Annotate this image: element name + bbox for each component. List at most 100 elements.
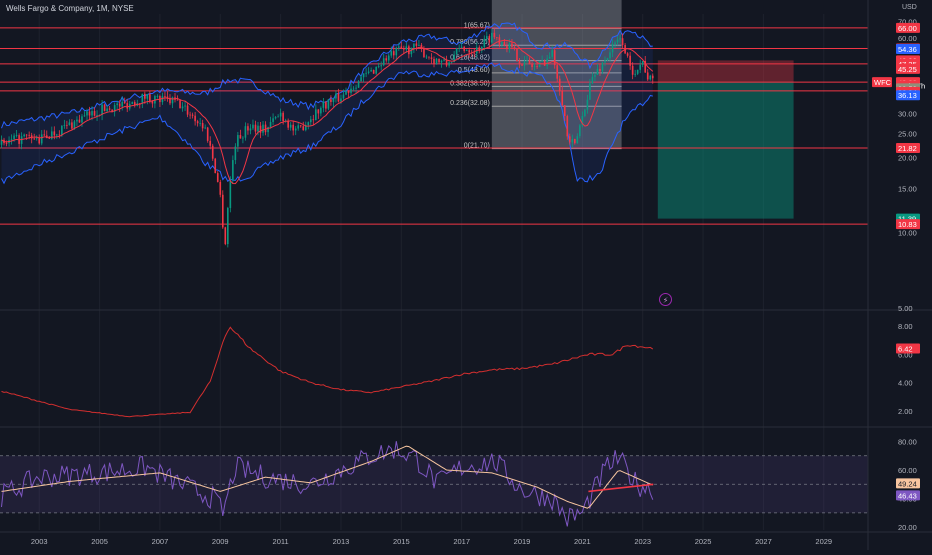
candle-body bbox=[146, 94, 149, 99]
fib-level-label: 0.236(32.08) bbox=[450, 100, 490, 107]
candle-body bbox=[63, 124, 66, 126]
candle-body bbox=[232, 160, 234, 181]
candle-body bbox=[252, 124, 254, 129]
candle-body bbox=[496, 37, 498, 39]
chart-title: Wells Fargo & Company, 1M, NYSE bbox=[6, 4, 134, 13]
candle-body bbox=[428, 56, 430, 58]
candle-body bbox=[138, 103, 141, 104]
candle-body bbox=[418, 44, 420, 46]
candle-body bbox=[309, 119, 312, 123]
candle-body bbox=[179, 100, 181, 109]
candle-body bbox=[91, 111, 93, 116]
candle-body bbox=[53, 131, 56, 136]
x-tick-label: 2021 bbox=[574, 537, 591, 546]
candle-body bbox=[330, 99, 332, 102]
candle-body bbox=[287, 120, 289, 128]
lightning-icon[interactable]: ⚡ bbox=[659, 293, 672, 306]
rsi-tick-label: 60.00 bbox=[898, 466, 917, 475]
rsi-value-badge bbox=[896, 490, 920, 501]
candle-body bbox=[563, 105, 566, 117]
candle-body bbox=[50, 131, 53, 139]
candle-body bbox=[639, 64, 642, 70]
price-tick-label: 30.00 bbox=[898, 109, 917, 118]
candle-body bbox=[101, 104, 103, 115]
candle-body bbox=[614, 42, 616, 45]
x-tick-label: 2015 bbox=[393, 537, 410, 546]
candle-body bbox=[325, 101, 327, 109]
candle-body bbox=[0, 139, 3, 145]
candle-body bbox=[262, 124, 264, 133]
candle-body bbox=[35, 137, 38, 139]
x-tick-label: 2005 bbox=[91, 537, 108, 546]
bollinger-upper-band bbox=[1, 22, 653, 129]
x-tick-label: 2027 bbox=[755, 537, 772, 546]
candle-body bbox=[548, 56, 551, 59]
candle-body bbox=[513, 47, 516, 49]
candle-body bbox=[574, 138, 576, 144]
candle-body bbox=[362, 73, 365, 78]
candle-body bbox=[322, 101, 325, 108]
candle-body bbox=[332, 98, 335, 102]
candle-body bbox=[350, 88, 352, 93]
candle-body bbox=[66, 124, 68, 126]
rsi-tick-label: 80.00 bbox=[898, 437, 917, 446]
candle-body bbox=[340, 98, 342, 102]
candle-body bbox=[626, 53, 629, 56]
candle-body bbox=[410, 47, 413, 55]
candle-body bbox=[641, 61, 644, 65]
candle-body bbox=[606, 58, 609, 61]
x-tick-label: 2017 bbox=[453, 537, 470, 546]
candle-body bbox=[556, 65, 559, 79]
candle-body bbox=[234, 146, 237, 161]
fib-level-label: 0(21.70) bbox=[464, 143, 490, 150]
candle-body bbox=[430, 57, 433, 59]
candle-body bbox=[526, 60, 528, 62]
rsi-ma-badge-text: 49.24 bbox=[898, 479, 917, 488]
candle-body bbox=[521, 64, 523, 66]
candle-body bbox=[546, 58, 548, 66]
candle-body bbox=[312, 119, 315, 121]
candle-body bbox=[113, 105, 116, 112]
candle-body bbox=[264, 124, 267, 133]
candle-body bbox=[347, 91, 350, 93]
candle-body bbox=[440, 60, 443, 63]
candle-body bbox=[25, 134, 28, 136]
x-tick-label: 2019 bbox=[514, 537, 531, 546]
indicator-tick-label: 2.00 bbox=[898, 407, 913, 416]
price-tick-label: 60.00 bbox=[898, 34, 917, 43]
candle-body bbox=[211, 145, 214, 159]
candle-body bbox=[453, 54, 455, 63]
candle-body bbox=[38, 137, 41, 144]
divergence-trendline[interactable] bbox=[588, 483, 654, 493]
indicator-tick-label: 6.00 bbox=[898, 350, 913, 359]
candle-body bbox=[335, 93, 337, 99]
candle-body bbox=[257, 125, 259, 132]
price-badge bbox=[896, 219, 920, 230]
candle-body bbox=[267, 126, 269, 133]
candle-body bbox=[478, 47, 481, 51]
candle-body bbox=[518, 61, 521, 65]
candle-body bbox=[126, 103, 129, 109]
rsi-line bbox=[1, 441, 654, 527]
candle-body bbox=[473, 52, 476, 54]
candle-body bbox=[438, 58, 440, 63]
candle-body bbox=[289, 124, 292, 128]
candle-body bbox=[616, 39, 619, 43]
candle-body bbox=[579, 125, 581, 137]
candle-body bbox=[561, 90, 564, 106]
candle-body bbox=[166, 96, 169, 98]
candle-body bbox=[342, 94, 345, 99]
candle-body bbox=[88, 111, 91, 116]
candle-body bbox=[269, 121, 272, 127]
price-badge bbox=[896, 143, 920, 154]
candle-body bbox=[372, 70, 375, 74]
candle-body bbox=[541, 60, 543, 62]
stop-loss-zone bbox=[657, 60, 794, 83]
candle-body bbox=[149, 94, 151, 102]
candle-body bbox=[367, 71, 370, 73]
candle-body bbox=[239, 135, 242, 139]
currency-label: USD bbox=[902, 4, 917, 11]
candle-body bbox=[468, 50, 471, 53]
